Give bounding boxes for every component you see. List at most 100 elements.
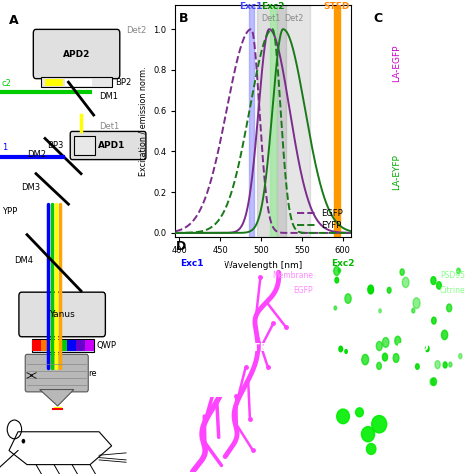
Bar	[76, 340, 85, 351]
Circle shape	[339, 346, 343, 352]
Text: 1: 1	[2, 143, 7, 152]
Circle shape	[362, 427, 374, 442]
Text: LA-EYFP: LA-EYFP	[392, 154, 401, 190]
Bar	[41, 340, 50, 351]
Circle shape	[377, 362, 382, 369]
Text: C: C	[373, 12, 383, 25]
Bar	[50, 340, 59, 351]
Circle shape	[431, 277, 436, 284]
Circle shape	[376, 341, 382, 351]
Circle shape	[400, 269, 404, 275]
Text: DM1: DM1	[99, 92, 118, 101]
Circle shape	[435, 361, 440, 369]
Text: A: A	[9, 14, 18, 27]
Text: Citrine: Citrine	[439, 286, 465, 295]
Text: /Det1: /Det1	[207, 259, 231, 268]
Circle shape	[447, 304, 452, 312]
Bar	[32, 339, 94, 352]
Bar	[41, 77, 112, 87]
Text: Det2: Det2	[284, 14, 303, 23]
FancyBboxPatch shape	[33, 29, 120, 79]
Circle shape	[402, 277, 409, 288]
Circle shape	[379, 309, 382, 313]
Circle shape	[432, 317, 436, 324]
Text: STED: STED	[396, 343, 428, 353]
Text: YPP: YPP	[2, 207, 17, 216]
Text: Det2: Det2	[126, 26, 146, 35]
Bar	[32, 340, 41, 351]
Bar	[74, 136, 95, 155]
Bar	[257, 5, 285, 237]
Circle shape	[443, 362, 447, 368]
Bar	[249, 5, 254, 237]
Circle shape	[345, 294, 351, 303]
Text: re: re	[88, 369, 97, 378]
Circle shape	[459, 354, 462, 359]
Text: /Det2: /Det2	[360, 259, 384, 268]
Circle shape	[412, 308, 415, 313]
Bar	[335, 5, 340, 237]
Text: APD1: APD1	[98, 141, 125, 150]
Circle shape	[337, 409, 349, 424]
Text: B: B	[179, 12, 188, 25]
Legend: EGFP, EYFP: EGFP, EYFP	[293, 206, 346, 233]
Circle shape	[356, 408, 364, 417]
Text: Yanus: Yanus	[49, 310, 75, 319]
Text: BP3: BP3	[46, 141, 63, 150]
FancyBboxPatch shape	[25, 355, 88, 392]
Circle shape	[431, 378, 437, 385]
Text: Exc1: Exc1	[239, 2, 263, 11]
Bar	[45, 79, 63, 86]
Bar	[218, 398, 249, 446]
Text: Exc1: Exc1	[180, 259, 203, 268]
Text: Exc2: Exc2	[261, 2, 284, 11]
Circle shape	[345, 350, 347, 353]
Text: c2: c2	[2, 79, 12, 88]
Text: LA-EGFP: LA-EGFP	[392, 44, 401, 82]
Circle shape	[426, 346, 429, 352]
Text: Det1: Det1	[99, 122, 119, 131]
Circle shape	[334, 266, 340, 275]
Text: PSD95: PSD95	[440, 271, 465, 280]
Circle shape	[413, 298, 420, 309]
Text: BP2: BP2	[115, 78, 131, 87]
Circle shape	[22, 439, 25, 444]
Text: STED: STED	[245, 343, 277, 353]
Bar	[328, 395, 397, 474]
Circle shape	[395, 336, 401, 345]
Circle shape	[372, 416, 387, 433]
Circle shape	[366, 444, 376, 455]
Text: QWP: QWP	[96, 341, 116, 350]
Bar	[177, 395, 239, 474]
Circle shape	[441, 330, 447, 340]
Text: STED: STED	[324, 2, 350, 11]
Text: D: D	[175, 240, 186, 253]
Y-axis label: Excitation / emission norm.: Excitation / emission norm.	[138, 66, 147, 176]
Bar	[270, 5, 276, 237]
Text: DM4: DM4	[14, 256, 33, 265]
Text: EGFP: EGFP	[294, 286, 313, 295]
Circle shape	[437, 282, 441, 289]
FancyBboxPatch shape	[19, 292, 105, 337]
Text: APD2: APD2	[63, 49, 90, 58]
Circle shape	[416, 364, 419, 369]
Circle shape	[449, 362, 452, 367]
Bar	[59, 340, 67, 351]
Circle shape	[368, 285, 374, 294]
Text: DM3: DM3	[22, 183, 41, 192]
Bar	[67, 340, 76, 351]
Circle shape	[393, 354, 399, 363]
Bar	[277, 5, 310, 237]
Circle shape	[335, 277, 338, 283]
Circle shape	[334, 306, 337, 310]
Text: Membrane: Membrane	[273, 271, 313, 280]
Text: DM2: DM2	[27, 150, 46, 159]
Circle shape	[362, 355, 369, 365]
Circle shape	[383, 337, 389, 347]
FancyBboxPatch shape	[70, 131, 146, 160]
Circle shape	[387, 287, 391, 293]
Bar	[85, 340, 94, 351]
Text: Exc2: Exc2	[331, 259, 355, 268]
Circle shape	[338, 269, 341, 273]
Circle shape	[430, 378, 435, 385]
